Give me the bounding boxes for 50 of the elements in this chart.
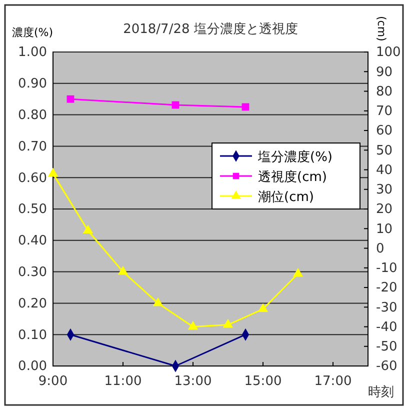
point <box>66 95 74 103</box>
y-tick-label: 0.50 <box>18 202 47 218</box>
point <box>48 168 58 177</box>
y2-tick-label: 20 <box>376 202 393 218</box>
y-tick-label: 0.90 <box>18 76 47 92</box>
y2-tick-label: 90 <box>376 64 393 80</box>
point <box>118 266 128 275</box>
point <box>188 320 198 330</box>
x-tick-label: 17:00 <box>314 374 352 390</box>
point <box>152 297 164 306</box>
y2-tick-label: 0 <box>376 241 384 256</box>
point <box>292 268 304 277</box>
y2-tick-label: -10 <box>376 261 398 276</box>
y2-tick-label: -50 <box>376 340 398 355</box>
y2-tick-label: 10 <box>376 222 393 237</box>
x-tick-label: 9:00 <box>38 374 68 390</box>
y-tick-label: 0.20 <box>18 296 47 312</box>
y-tick-label: 0.00 <box>18 359 47 374</box>
y2-tick-label: 70 <box>376 104 393 120</box>
y2-tick-label: 40 <box>376 162 393 178</box>
y2-axis-title: (cm) <box>375 16 388 42</box>
legend-label: 透視度(cm) <box>258 169 327 185</box>
x-tick-label: 11:00 <box>104 374 142 390</box>
y-axis-title: 濃度(%) <box>12 26 54 39</box>
legend-label: 潮位(cm) <box>258 190 314 205</box>
y2-tick-label: -40 <box>376 320 398 335</box>
point <box>242 103 250 111</box>
x-axis-title: 時刻 <box>368 385 394 400</box>
y2-tick-label: 60 <box>376 124 393 139</box>
legend-label: 塩分濃度(%) <box>257 149 332 165</box>
y2-tick-label: -60 <box>376 359 398 374</box>
point <box>258 303 268 312</box>
y-tick-label: 1.00 <box>18 45 47 60</box>
y-tick-label: 0.70 <box>18 139 47 154</box>
y2-tick-label: 80 <box>376 84 393 100</box>
x-tick-label: 15:00 <box>244 374 282 390</box>
chart-title: 2018/7/28 塩分濃度と透視度 <box>123 21 298 37</box>
y2-tick-label: -30 <box>376 300 398 316</box>
y-tick-label: 0.30 <box>18 264 47 280</box>
y2-tick-label: 30 <box>376 182 393 198</box>
y2-tick-label: 100 <box>376 45 401 60</box>
y-tick-label: 0.80 <box>18 108 47 123</box>
point <box>222 318 234 328</box>
y2-tick-label: 50 <box>376 143 393 158</box>
y-tick-label: 0.40 <box>18 234 47 249</box>
x-tick-label: 13:00 <box>174 374 212 390</box>
y-tick-label: 0.60 <box>18 170 47 186</box>
y-tick-label: 0.10 <box>18 328 47 343</box>
y2-tick-label: -20 <box>376 280 398 296</box>
point <box>82 224 94 234</box>
